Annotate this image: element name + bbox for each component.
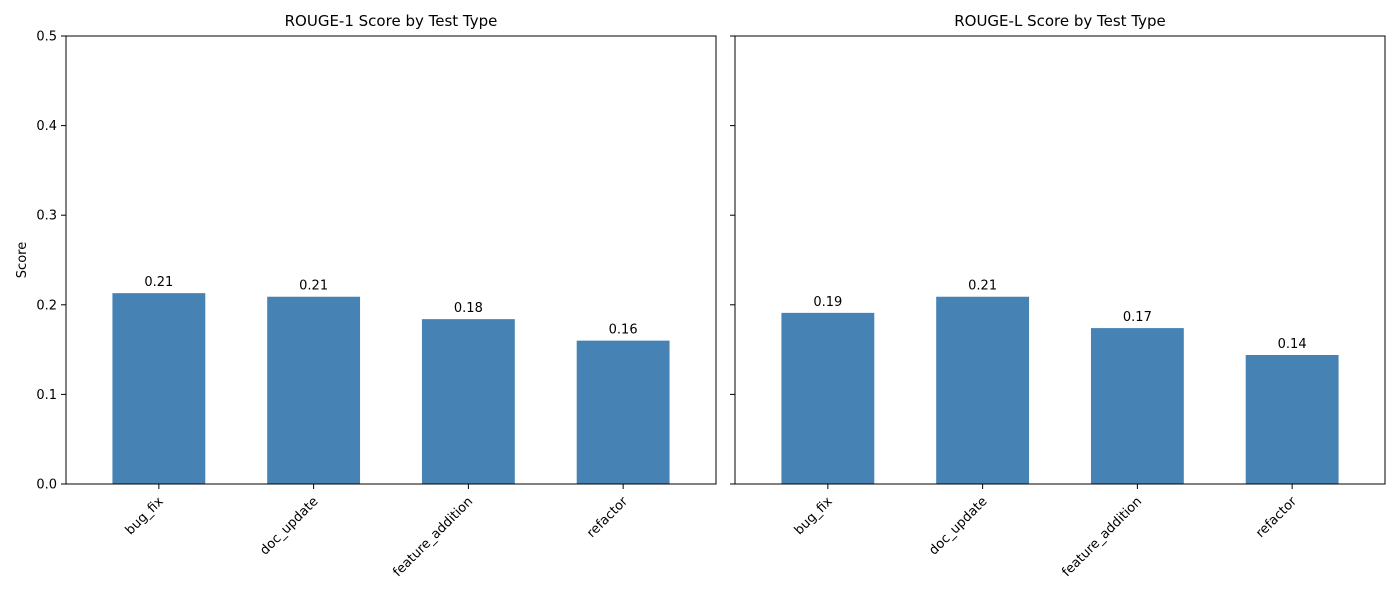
x-tick-label: doc_update bbox=[257, 494, 321, 558]
x-tick-label: bug_fix bbox=[792, 494, 836, 538]
y-tick-label: 0.4 bbox=[36, 119, 57, 134]
panel-rouge-1: ROUGE-1 Score by Test Type Score 0.21 0.2… bbox=[15, 12, 717, 580]
y-tick-label: 0.1 bbox=[36, 388, 57, 403]
bar bbox=[781, 312, 875, 484]
bar bbox=[1090, 328, 1184, 484]
data-label: 0.14 bbox=[1278, 337, 1307, 352]
data-label: 0.16 bbox=[609, 323, 638, 338]
y-tick-label: 0.2 bbox=[36, 298, 57, 313]
y-tick-label: 0.3 bbox=[36, 209, 57, 224]
x-tick-label: bug_fix bbox=[123, 494, 167, 538]
plot-frame bbox=[734, 35, 1386, 485]
chart-title: ROUGE-1 Score by Test Type bbox=[285, 12, 498, 30]
y-tick-label: 0.5 bbox=[36, 30, 57, 45]
data-label: 0.21 bbox=[968, 279, 997, 294]
panel-rouge-l: ROUGE-L Score by Test Type 0.19 0.21 0.17 0… bbox=[730, 12, 1386, 580]
bar bbox=[421, 319, 515, 484]
x-tick-label: feature_addition bbox=[390, 494, 476, 580]
bar bbox=[1245, 354, 1339, 484]
data-label: 0.21 bbox=[299, 279, 328, 294]
data-label: 0.19 bbox=[813, 295, 842, 310]
x-tick-label: refactor bbox=[584, 494, 631, 541]
data-label: 0.21 bbox=[144, 275, 173, 290]
data-label: 0.17 bbox=[1123, 310, 1152, 325]
bar bbox=[267, 296, 361, 484]
bar bbox=[936, 296, 1030, 484]
bar bbox=[112, 293, 206, 484]
y-tick-label: 0.0 bbox=[36, 478, 57, 493]
data-label: 0.18 bbox=[454, 301, 483, 316]
x-tick-label: refactor bbox=[1253, 494, 1300, 541]
x-tick-label: doc_update bbox=[926, 494, 990, 558]
x-tick-label: feature_addition bbox=[1059, 494, 1145, 580]
chart-title: ROUGE-L Score by Test Type bbox=[954, 12, 1166, 30]
bar bbox=[576, 340, 670, 484]
y-axis-label: Score bbox=[15, 242, 30, 278]
plot-frame bbox=[65, 35, 717, 485]
